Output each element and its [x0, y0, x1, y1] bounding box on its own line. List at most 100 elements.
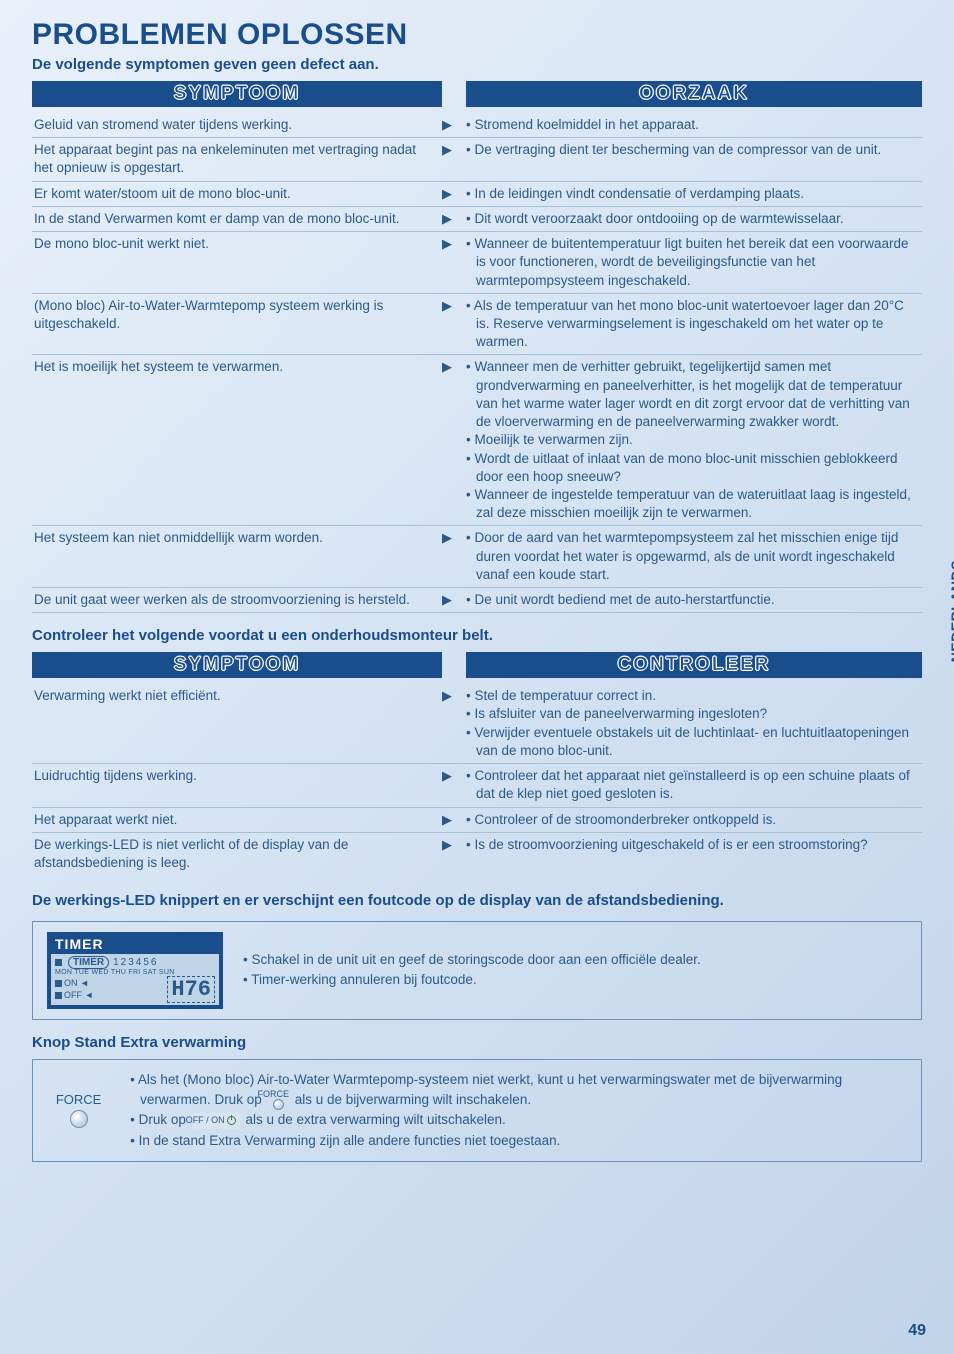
knop-title: Knop Stand Extra verwarming [32, 1034, 922, 1051]
list-item: Als de temperatuur van het mono bloc-uni… [466, 297, 920, 352]
list-item: Stromend koelmiddel in het apparaat. [466, 116, 920, 134]
timer-num: 2 [121, 957, 127, 968]
header-oorzaak: OORZAAK [466, 81, 922, 107]
symptom-cell: De werkings-LED is niet verlicht of de d… [32, 833, 442, 875]
force-box: FORCE Als het (Mono bloc) Air-to-Water W… [32, 1059, 922, 1162]
cause-cell: Als de temperatuur van het mono bloc-uni… [466, 294, 922, 355]
arrow-icon: ▶ [442, 808, 466, 832]
symptom-cell: Luidruchtig tijdens werking. [32, 764, 442, 806]
subtitle-1: De volgende symptomen geven geen defect … [32, 56, 922, 73]
section2-title: Controleer het volgende voordat u een on… [32, 627, 922, 644]
table-row: Het apparaat begint pas na enkeleminuten… [32, 138, 922, 181]
table-row: Verwarming werkt niet efficiënt.▶Stel de… [32, 684, 922, 764]
symptom-cell: Het apparaat begint pas na enkeleminuten… [32, 138, 442, 180]
table-2: Verwarming werkt niet efficiënt.▶Stel de… [32, 684, 922, 875]
list-item: Controleer dat het apparaat niet geïnsta… [466, 767, 920, 803]
cause-cell: De unit wordt bediend met de auto-hersta… [466, 588, 922, 612]
table-row: Geluid van stromend water tijdens werkin… [32, 113, 922, 138]
timer-widget: TIMER TIMER 123456 MON TUE WED THU FRI S… [47, 932, 223, 1009]
timer-onoff: ON ◄ OFF ◄ [55, 977, 93, 1002]
symptom-cell: Het systeem kan niet onmiddellijk warm w… [32, 526, 442, 587]
table-row: De unit gaat weer werken als de stroomvo… [32, 588, 922, 613]
table2-header-row: SYMPTOOM CONTROLEER [32, 652, 922, 680]
table-row: Er komt water/stoom uit de mono bloc-uni… [32, 182, 922, 207]
cause-cell: Door de aard van het warmtepompsysteem z… [466, 526, 922, 587]
symptom-cell: Er komt water/stoom uit de mono bloc-uni… [32, 182, 442, 206]
timer-days: MON TUE WED THU FRI SAT SUN [55, 969, 215, 976]
arrow-icon: ▶ [442, 684, 466, 763]
force-inline-icon: FORCE [267, 1090, 289, 1110]
list-item: De unit wordt bediend met de auto-hersta… [466, 591, 920, 609]
page-number: 49 [908, 1322, 926, 1340]
force-line-3: In de stand Extra Verwarming zijn alle a… [130, 1131, 907, 1151]
header-symptoom: SYMPTOOM [32, 81, 442, 107]
table-row: Luidruchtig tijdens werking.▶Controleer … [32, 764, 922, 807]
error-code-display: H76 [167, 976, 215, 1003]
symptom-cell: (Mono bloc) Air-to-Water-Warmtepomp syst… [32, 294, 442, 355]
cause-cell: De vertraging dient ter bescherming van … [466, 138, 922, 180]
table-1: Geluid van stromend water tijdens werkin… [32, 113, 922, 613]
symptom-cell: In de stand Verwarmen komt er damp van d… [32, 207, 442, 231]
cause-cell: Controleer dat het apparaat niet geïnsta… [466, 764, 922, 806]
timer-nums: 123456 [113, 957, 156, 968]
list-item: In de leidingen vindt condensatie of ver… [466, 185, 920, 203]
arrow-icon: ▶ [442, 588, 466, 612]
list-item: Wordt de uitlaat of inlaat van de mono b… [466, 450, 920, 486]
led-title: De werkings-LED knippert en er verschijn… [32, 891, 922, 911]
cause-cell: Stromend koelmiddel in het apparaat. [466, 113, 922, 137]
cause-cell: Wanneer men de verhitter gebruikt, tegel… [466, 355, 922, 525]
symptom-cell: De mono bloc-unit werkt niet. [32, 232, 442, 293]
list-item: Wanneer de ingestelde temperatuur van de… [466, 486, 920, 522]
cause-cell: Dit wordt veroorzaakt door ontdooiing op… [466, 207, 922, 231]
timer-header: TIMER [51, 936, 219, 954]
symptom-cell: De unit gaat weer werken als de stroomvo… [32, 588, 442, 612]
list-item: De vertraging dient ter bescherming van … [466, 141, 920, 159]
indicator-square [55, 959, 62, 966]
timer-num: 5 [143, 957, 149, 968]
timer-num: 1 [113, 957, 119, 968]
table-row: Het systeem kan niet onmiddellijk warm w… [32, 526, 922, 588]
symptom-cell: Geluid van stromend water tijdens werkin… [32, 113, 442, 137]
timer-num: 6 [151, 957, 157, 968]
timer-bullets: Schakel in de unit uit en geef de storin… [243, 950, 701, 991]
table1-header-row: SYMPTOOM OORZAAK [32, 81, 922, 109]
cause-cell: In de leidingen vindt condensatie of ver… [466, 182, 922, 206]
arrow-icon: ▶ [442, 764, 466, 806]
table-row: De mono bloc-unit werkt niet.▶Wanneer de… [32, 232, 922, 294]
arrow-icon: ▶ [442, 113, 466, 137]
arrow-icon: ▶ [442, 294, 466, 355]
list-item: Controleer of de stroomonderbreker ontko… [466, 811, 920, 829]
force-line-2: Druk op OFF / ON als u de extra verwarmi… [130, 1110, 907, 1130]
list-item: Schakel in de unit uit en geef de storin… [243, 950, 701, 970]
arrow-icon: ▶ [442, 138, 466, 180]
symptom-cell: Het apparaat werkt niet. [32, 808, 442, 832]
list-item: Wanneer de buitentemperatuur ligt buiten… [466, 235, 920, 290]
header-symptoom-2: SYMPTOOM [32, 652, 442, 678]
table-row: De werkings-LED is niet verlicht of de d… [32, 833, 922, 875]
arrow-icon: ▶ [442, 526, 466, 587]
table-row: (Mono bloc) Air-to-Water-Warmtepomp syst… [32, 294, 922, 356]
list-item: Dit wordt veroorzaakt door ontdooiing op… [466, 210, 920, 228]
list-item: Door de aard van het warmtepompsysteem z… [466, 529, 920, 584]
force-bullets: Als het (Mono bloc) Air-to-Water Warmtep… [130, 1070, 907, 1151]
cause-cell: Wanneer de buitentemperatuur ligt buiten… [466, 232, 922, 293]
force-button-icon [70, 1110, 88, 1128]
offon-inline-icon: OFF / ON [192, 1113, 240, 1129]
arrow-icon: ▶ [442, 355, 466, 525]
list-item: Moeilijk te verwarmen zijn. [466, 431, 920, 449]
page-title: PROBLEMEN OPLOSSEN [32, 18, 922, 52]
table-row: Het apparaat werkt niet.▶Controleer of d… [32, 808, 922, 833]
arrow-icon: ▶ [442, 207, 466, 231]
force-line-1: Als het (Mono bloc) Air-to-Water Warmtep… [130, 1070, 907, 1111]
timer-box: TIMER TIMER 123456 MON TUE WED THU FRI S… [32, 921, 922, 1020]
cause-cell: Controleer of de stroomonderbreker ontko… [466, 808, 922, 832]
arrow-icon: ▶ [442, 232, 466, 293]
arrow-icon: ▶ [442, 833, 466, 875]
list-item: Is de stroomvoorziening uitgeschakeld of… [466, 836, 920, 854]
list-item: Timer-werking annuleren bij foutcode. [243, 970, 701, 990]
table-row: Het is moeilijk het systeem te verwarmen… [32, 355, 922, 526]
force-label: FORCE [47, 1092, 110, 1128]
cause-cell: Is de stroomvoorziening uitgeschakeld of… [466, 833, 922, 875]
timer-badge: TIMER [68, 956, 109, 969]
timer-num: 4 [136, 957, 142, 968]
